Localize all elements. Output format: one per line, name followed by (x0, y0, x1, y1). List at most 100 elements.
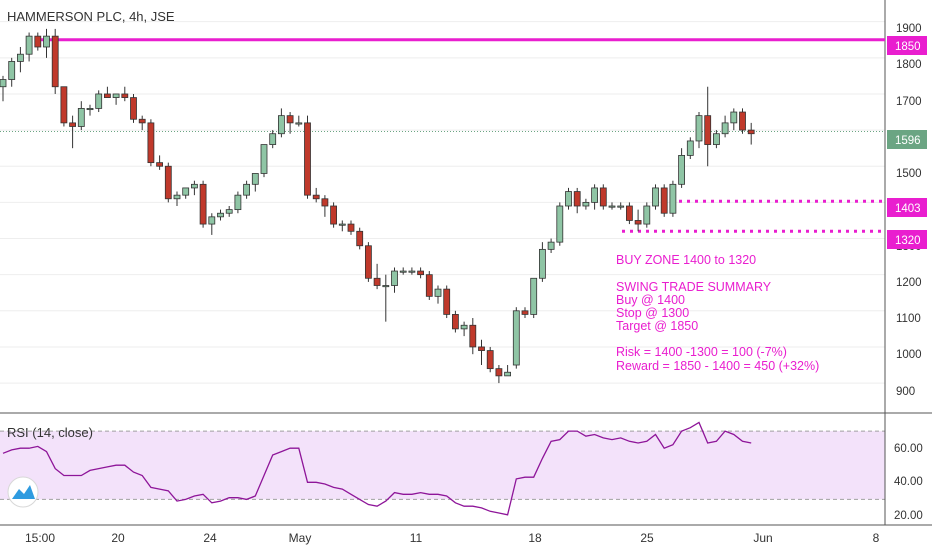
candle-down[interactable] (199, 183, 207, 225)
candle-up[interactable] (0, 79, 7, 88)
candle-up[interactable] (530, 277, 538, 315)
candle-down[interactable] (486, 350, 494, 370)
candle-down[interactable] (451, 314, 459, 330)
candle-up[interactable] (225, 209, 233, 214)
time-axis[interactable]: 15:00 20 24 May 11 18 25 Jun 8 (25, 531, 880, 545)
candle-up[interactable] (669, 183, 677, 214)
candle-up[interactable] (182, 187, 190, 196)
candle-down[interactable] (469, 324, 477, 348)
candle-up[interactable] (86, 108, 94, 111)
candle-up[interactable] (730, 111, 738, 124)
candle-up[interactable] (686, 140, 694, 156)
candle-down[interactable] (130, 97, 137, 120)
tradingview-logo[interactable] (7, 476, 39, 508)
candle-down[interactable] (330, 205, 338, 225)
candle-down[interactable] (521, 310, 529, 315)
rsi-label[interactable]: RSI (14, close) (7, 425, 93, 440)
candle-up[interactable] (295, 122, 303, 125)
trade-annotation[interactable]: BUY ZONE 1400 to 1320 SWING TRADE SUMMAR… (616, 253, 819, 373)
candle-up[interactable] (608, 205, 616, 208)
candle-down[interactable] (660, 187, 668, 214)
candle-down[interactable] (425, 274, 433, 297)
candle-down[interactable] (364, 245, 372, 279)
candle-up[interactable] (591, 187, 598, 203)
candle-down[interactable] (443, 288, 451, 315)
candle-down[interactable] (626, 205, 633, 221)
candle-up[interactable] (217, 212, 224, 218)
candle-down[interactable] (156, 162, 164, 167)
candle-up[interactable] (652, 187, 659, 207)
candle-down[interactable] (121, 93, 129, 98)
candle-down[interactable] (356, 230, 364, 247)
candle-up[interactable] (617, 205, 625, 208)
candle-up[interactable] (512, 310, 520, 366)
last-price-tag (887, 130, 927, 149)
candle-up[interactable] (721, 122, 729, 135)
candle-down[interactable] (34, 35, 42, 48)
candle-down[interactable] (573, 191, 581, 207)
candle-down[interactable] (599, 187, 607, 207)
candle-down[interactable] (634, 220, 642, 225)
candle-up[interactable] (678, 155, 685, 185)
time-tick: 15:00 (25, 531, 55, 545)
candle-up[interactable] (77, 108, 85, 127)
rsi-tick: 60.00 (894, 443, 923, 455)
candle-down[interactable] (164, 165, 172, 200)
price-tick: 1500 (896, 168, 922, 180)
candle-up[interactable] (243, 183, 251, 196)
candle-down[interactable] (104, 93, 111, 98)
candle-down[interactable] (304, 122, 311, 196)
candle-down[interactable] (51, 35, 59, 88)
candle-up[interactable] (382, 285, 390, 288)
candle-down[interactable] (69, 122, 76, 127)
candle-down[interactable] (747, 129, 755, 135)
candle-up[interactable] (713, 133, 720, 145)
candle-up[interactable] (547, 241, 555, 250)
candle-up[interactable] (434, 288, 442, 297)
candle-up[interactable] (565, 191, 572, 207)
candle-up[interactable] (556, 205, 564, 243)
candle-up[interactable] (190, 183, 198, 189)
candle-up[interactable] (95, 93, 103, 109)
candle-down[interactable] (138, 118, 146, 124)
candle-up[interactable] (43, 35, 50, 48)
candle-up[interactable] (695, 115, 703, 142)
candle-down[interactable] (704, 115, 712, 145)
candle-down[interactable] (373, 277, 381, 286)
candle-down[interactable] (60, 86, 68, 124)
candle-up[interactable] (399, 270, 407, 273)
candle-up[interactable] (539, 248, 546, 279)
candle-up[interactable] (504, 371, 512, 377)
candle-down[interactable] (739, 111, 746, 131)
candle-down[interactable] (478, 346, 485, 351)
candle-up[interactable] (173, 194, 181, 200)
summary-title-text: SWING TRADE SUMMARY (616, 280, 772, 294)
candle-up[interactable] (338, 223, 346, 226)
candle-up[interactable] (391, 270, 398, 286)
candle-up[interactable] (112, 93, 120, 98)
time-tick: 8 (873, 531, 880, 545)
candle-up[interactable] (16, 53, 24, 62)
candle-up[interactable] (582, 201, 590, 207)
candle-up[interactable] (277, 115, 285, 135)
time-tick: 11 (410, 531, 423, 545)
candle-up[interactable] (251, 173, 259, 185)
candle-down[interactable] (312, 194, 320, 200)
candle-up[interactable] (234, 194, 242, 211)
candle-down[interactable] (147, 122, 155, 164)
candle-down[interactable] (321, 198, 329, 207)
candle-up[interactable] (460, 324, 468, 330)
candle-up[interactable] (208, 216, 216, 225)
candle-up[interactable] (25, 35, 33, 55)
candle-up[interactable] (643, 205, 651, 225)
candle-up[interactable] (8, 61, 16, 80)
candle-down[interactable] (417, 270, 425, 276)
rsi-axis[interactable]: 60.00 40.00 20.00 (894, 443, 923, 522)
candle-up[interactable] (269, 133, 277, 145)
candle-down[interactable] (347, 223, 355, 232)
candle-down[interactable] (286, 115, 294, 124)
candle-up[interactable] (260, 144, 268, 174)
candle-up[interactable] (408, 270, 416, 273)
candle-down[interactable] (495, 368, 503, 377)
